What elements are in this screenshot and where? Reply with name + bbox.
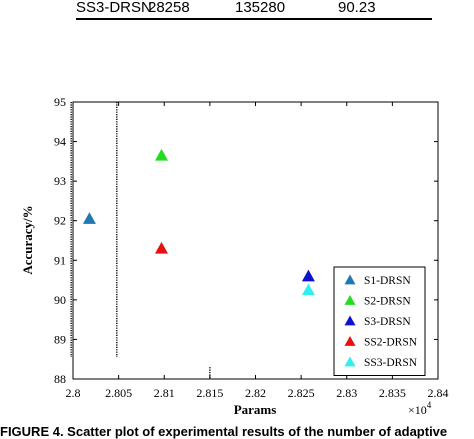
plot-frame (72, 101, 439, 380)
y-tick-label: 89 (54, 332, 66, 346)
legend-marker (344, 295, 356, 305)
x-axis-label: Params (234, 402, 277, 417)
legend-label: S3-DRSN (364, 316, 411, 328)
table-cell-accuracy: 90.23 (338, 0, 376, 16)
legend-label: S1-DRSN (364, 275, 411, 287)
y-tick-label: 93 (54, 174, 66, 188)
x-tick-label: 2.825 (288, 386, 315, 400)
y-axis-label: Accuracy/% (20, 205, 35, 274)
data-point-s1-drsn (82, 212, 96, 224)
data-point-s2-drsn (155, 148, 169, 161)
y-tick-label: 94 (54, 135, 66, 149)
table-bottom-rule (76, 18, 432, 20)
y-tick-label: 90 (54, 293, 66, 307)
legend: S1-DRSN S2-DRSN S3-DRSN SS2-DRSN SS3-DRSN (333, 266, 426, 376)
legend-label: S2-DRSN (364, 296, 411, 308)
y-tick-label: 95 (54, 95, 66, 109)
reference-lines (70, 102, 211, 379)
legend-marker (344, 274, 356, 285)
y-tick-label: 88 (54, 372, 66, 386)
legend-label: SS3-DRSN (364, 357, 418, 369)
legend-label: SS2-DRSN (364, 337, 418, 349)
x-tick-label: 2.805 (105, 386, 132, 400)
y-tick-label: 92 (54, 214, 66, 228)
data-point-s3-drsn (301, 269, 315, 282)
data-point-ss2-drsn (155, 241, 169, 254)
x-tick-label: 2.815 (196, 386, 223, 400)
legend-marker (344, 315, 356, 326)
x-axis-multiplier: ×104 (408, 400, 432, 417)
table-cell-model: SS3-DRSN (76, 0, 152, 16)
x-tick-label: 2.835 (379, 386, 406, 400)
x-tick-label: 2.84 (428, 386, 449, 400)
x-tick-label: 2.81 (154, 386, 175, 400)
scatter-chart: 2.8 2.805 2.81 2.815 2.82 2.825 2.83 2.835 2.84 8… (20, 95, 449, 417)
x-tick-label: 2.82 (245, 386, 266, 400)
data-point-ss3-drsn (301, 283, 315, 296)
legend-marker (344, 336, 356, 346)
y-tick-label: 91 (54, 253, 66, 267)
table-row: SS3-DRSN 28258 135280 90.23 (76, 0, 432, 18)
x-axis-multiplier-exponent: 4 (427, 400, 432, 410)
x-axis-multiplier-base: ×10 (408, 403, 427, 417)
legend-marker (344, 356, 356, 367)
table-cell-params: 28258 (148, 0, 190, 16)
x-tick-label: 2.8 (66, 386, 81, 400)
table-cell-value2: 135280 (235, 0, 286, 16)
axis-ticks: 2.8 2.805 2.81 2.815 2.82 2.825 2.83 2.835 2.84 8… (54, 95, 449, 400)
data-points (82, 148, 315, 296)
x-tick-label: 2.83 (336, 386, 357, 400)
figure-caption: FIGURE 4. Scatter plot of experimental r… (0, 424, 448, 439)
